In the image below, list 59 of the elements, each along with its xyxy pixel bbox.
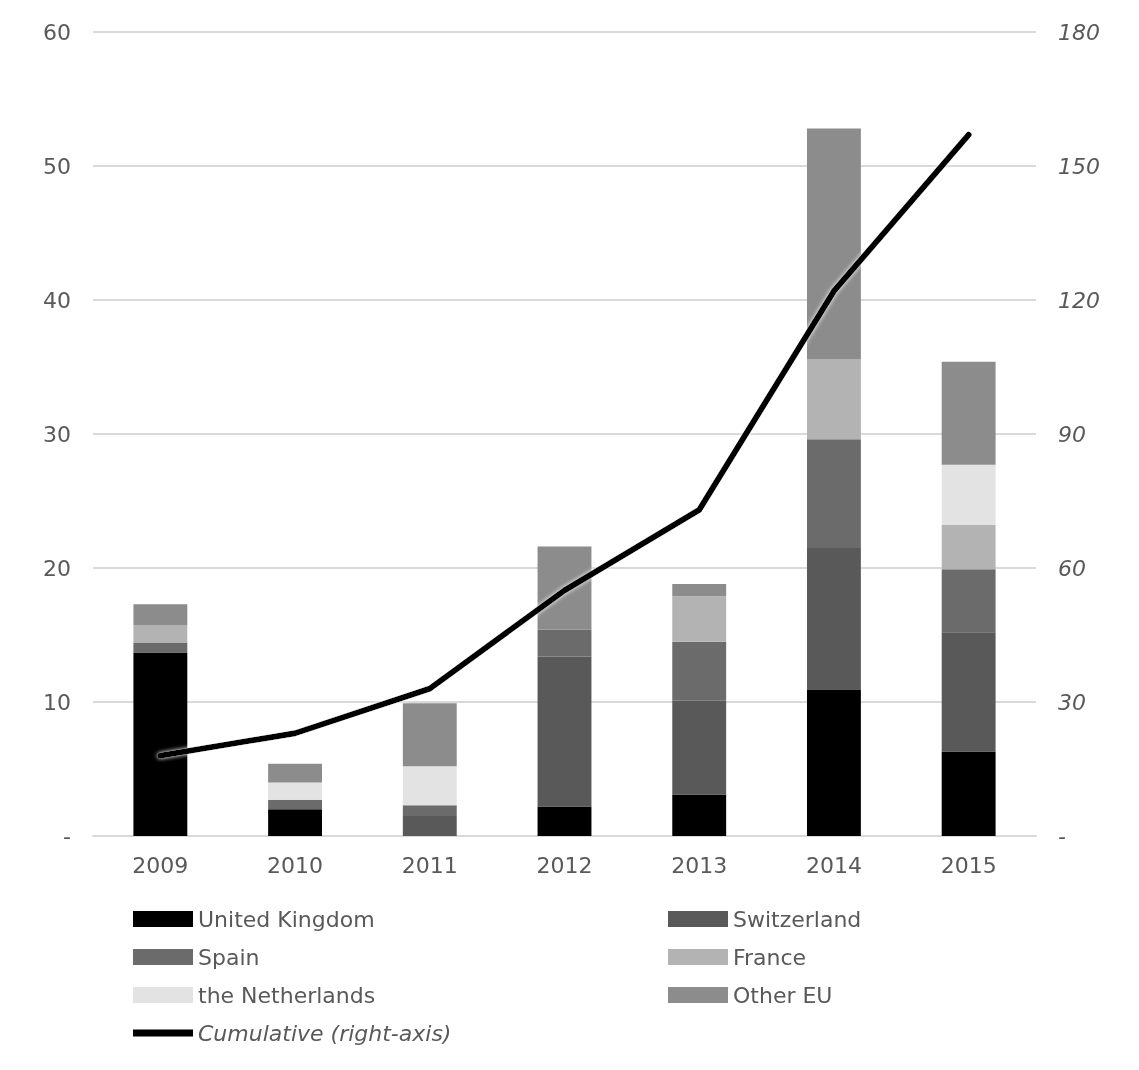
y-tick-label: - [63, 823, 71, 849]
y-tick-label: 30 [43, 421, 71, 447]
x-tick-label: 2014 [805, 852, 862, 878]
x-tick-label: 2012 [536, 852, 593, 878]
bar [806, 358, 861, 440]
bar [806, 128, 861, 359]
bar [268, 782, 323, 800]
y2-tick-label: 90 [1058, 421, 1086, 447]
legend-label: United Kingdom [198, 906, 375, 932]
bar [672, 700, 727, 795]
y2-tick-label: 60 [1058, 555, 1086, 581]
bar [672, 794, 727, 836]
y2-tick-label: 120 [1058, 287, 1100, 313]
bar [268, 763, 323, 783]
bar [941, 569, 996, 633]
bar [133, 643, 188, 653]
legend-label: the Netherlands [198, 982, 376, 1008]
y2-tick-label: 180 [1058, 19, 1100, 45]
x-tick-label: 2013 [671, 852, 728, 878]
bar [941, 632, 996, 752]
bar [537, 806, 592, 836]
y-tick-label: 20 [43, 555, 71, 581]
legend-label: Cumulative (right-axis) [198, 1020, 452, 1046]
bar [402, 703, 457, 767]
bar [941, 751, 996, 836]
bar [941, 361, 996, 465]
x-tick-label: 2015 [940, 852, 997, 878]
x-tick-label: 2011 [401, 852, 458, 878]
bar [537, 629, 592, 657]
bar [806, 689, 861, 836]
bar [133, 604, 188, 626]
y-tick-label: 50 [43, 153, 71, 179]
y2-tick-label: - [1058, 823, 1066, 849]
x-tick-label: 2010 [267, 852, 324, 878]
bar [806, 547, 861, 690]
legend-label: Spain [198, 944, 260, 970]
y-tick-label: 40 [43, 287, 71, 313]
y-tick-label: 60 [43, 19, 71, 45]
bar [941, 525, 996, 570]
bar [537, 656, 592, 807]
bar [806, 439, 861, 548]
bar [268, 799, 323, 810]
bar [402, 815, 457, 836]
y2-tick-label: 150 [1058, 153, 1100, 179]
legend-label: Switzerland [733, 906, 862, 932]
bar [941, 464, 996, 526]
bar [537, 546, 592, 630]
legend-label: France [733, 944, 807, 970]
x-tick-label: 2009 [132, 852, 189, 878]
bar [672, 596, 727, 642]
y2-tick-label: 30 [1058, 689, 1086, 715]
y-tick-label: 10 [43, 689, 71, 715]
bar [672, 641, 727, 701]
legend-label: Other EU [733, 982, 833, 1008]
bar [672, 584, 727, 597]
bar [402, 805, 457, 816]
bar [133, 625, 188, 644]
bar [268, 809, 323, 836]
bar [402, 766, 457, 806]
